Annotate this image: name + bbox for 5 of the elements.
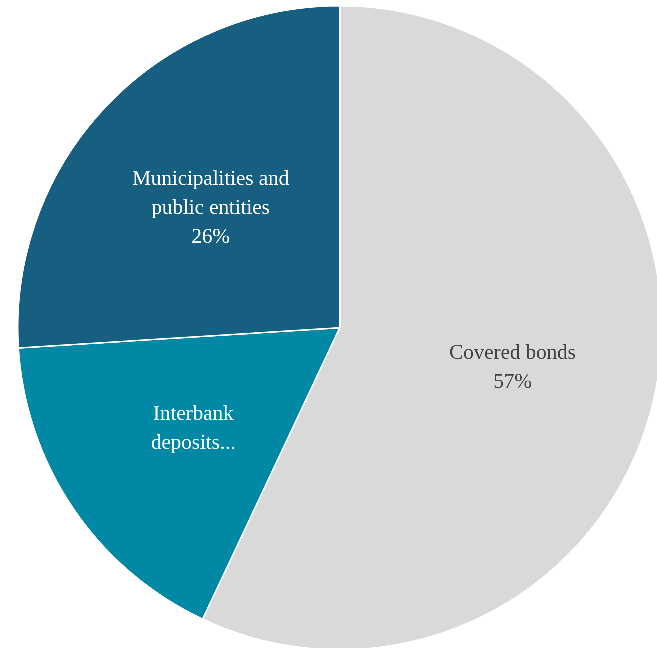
slice-label: Covered bonds — [450, 340, 576, 364]
data-label: 26% — [192, 224, 230, 248]
slice-label: Interbank deposits... — [151, 401, 236, 454]
data-label: 57% — [494, 369, 532, 394]
slice-label: Municipalities and public entities — [132, 166, 290, 219]
